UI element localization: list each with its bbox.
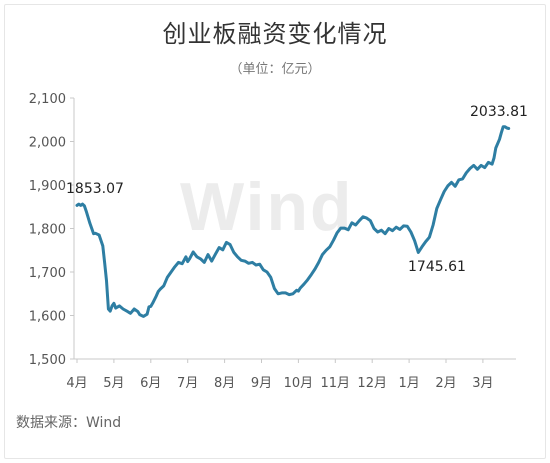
x-tick-label: 6月 — [140, 376, 161, 391]
data-label-start: 1853.07 — [66, 181, 124, 197]
x-tick-label: 1月 — [398, 376, 419, 391]
x-tick-label: 2月 — [435, 376, 456, 391]
watermark-logo: Wind — [180, 169, 354, 245]
chart-title: 创业板融资变化情况 — [162, 20, 388, 48]
chart-subtitle: （单位：亿元） — [229, 62, 321, 77]
data-source: 数据来源：Wind — [16, 415, 122, 431]
x-tick-label: 4月 — [66, 376, 87, 391]
x-tick-label: 3月 — [472, 376, 493, 391]
x-tick-label: 9月 — [251, 376, 272, 391]
y-tick-label: 1,700 — [29, 266, 66, 281]
y-tick-label: 2,100 — [29, 92, 66, 107]
data-label-end: 2033.81 — [470, 104, 528, 120]
x-tick-label: 8月 — [214, 376, 235, 391]
y-tick-label: 2,000 — [29, 136, 66, 151]
y-tick-label: 1,900 — [29, 179, 66, 194]
y-tick-label: 1,800 — [29, 223, 66, 238]
series-line — [75, 125, 511, 318]
y-tick-label: 1,600 — [29, 310, 66, 325]
x-tick-label: 12月 — [357, 376, 387, 391]
x-tick-label: 5月 — [103, 376, 124, 391]
chart-frame — [4, 4, 546, 459]
x-tick-label: 11月 — [321, 376, 351, 391]
x-tick-label: 7月 — [177, 376, 198, 391]
x-tick-label: 10月 — [284, 376, 314, 391]
y-tick-label: 1,500 — [29, 353, 66, 368]
data-label-low: 1745.61 — [408, 259, 466, 275]
